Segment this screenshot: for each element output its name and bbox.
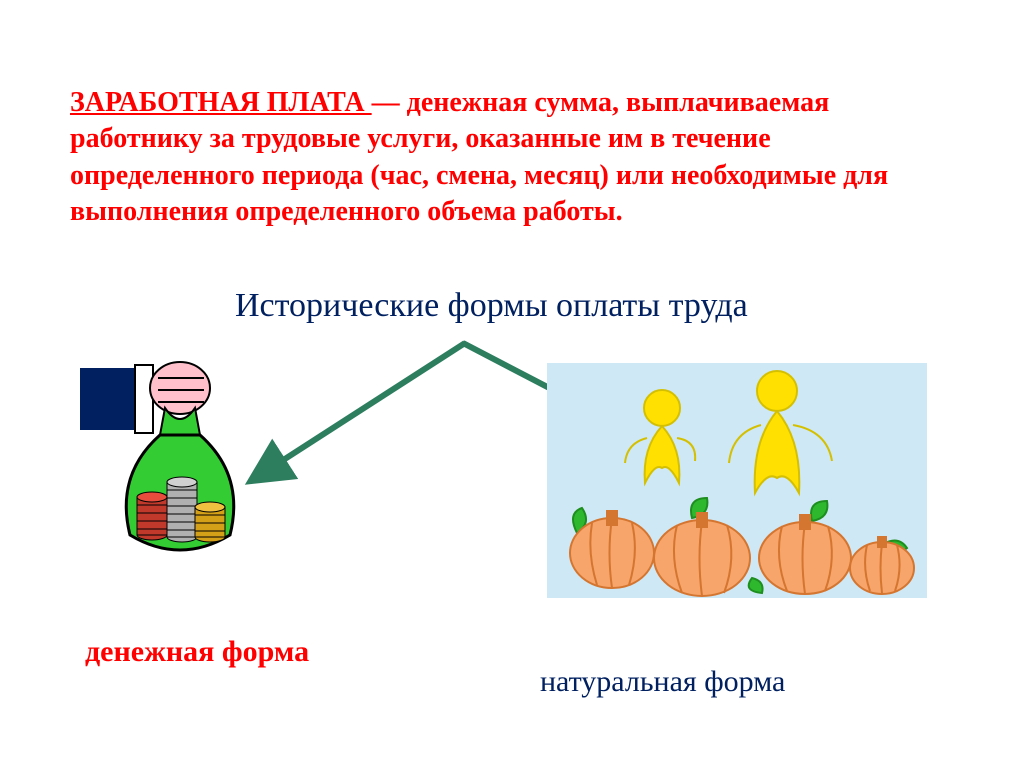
label-natural-form: натуральная форма xyxy=(540,665,785,699)
pumpkin-field-icon xyxy=(547,363,927,598)
definition-term: ЗАРАБОТНАЯ ПЛАТА xyxy=(70,87,372,118)
subtitle: Исторические формы оплаты труда xyxy=(235,287,748,325)
definition-paragraph: ЗАРАБОТНАЯ ПЛАТА — денежная сумма, выпла… xyxy=(70,85,950,231)
label-money-form: денежная форма xyxy=(85,635,309,669)
money-bag-icon xyxy=(80,340,280,560)
